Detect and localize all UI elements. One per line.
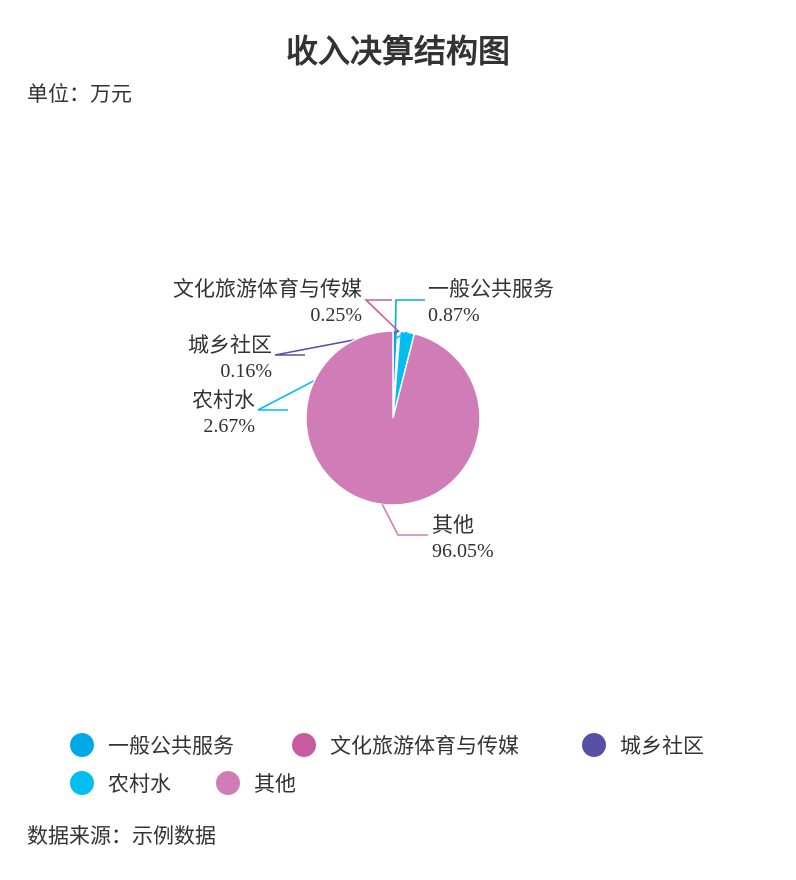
- legend-item-4[interactable]: 农村水: [70, 768, 171, 798]
- legend-label: 一般公共服务: [108, 734, 234, 758]
- unit-label: 单位：万元: [27, 82, 132, 106]
- legend-label: 农村水: [108, 772, 171, 796]
- legend-item-2[interactable]: 文化旅游体育与传媒: [292, 730, 519, 760]
- slice-label-percent-1: 0.87%: [428, 304, 480, 326]
- legend-item-1[interactable]: 一般公共服务: [70, 730, 234, 760]
- legend-label: 其他: [254, 772, 296, 796]
- legend-marker: [70, 733, 94, 757]
- leader-line-2: [364, 299, 399, 332]
- slice-label-percent-3: 0.16%: [220, 360, 272, 382]
- slice-label-name-2: 文化旅游体育与传媒: [173, 277, 362, 301]
- legend-item-5[interactable]: 其他: [216, 768, 296, 798]
- source-label: 数据来源：示例数据: [27, 824, 216, 848]
- legend-label: 城乡社区: [620, 734, 704, 758]
- slice-label-name-3: 城乡社区: [188, 333, 272, 357]
- chart-title: 收入决算结构图: [285, 32, 510, 70]
- legend-marker: [70, 771, 94, 795]
- legend-marker: [582, 733, 606, 757]
- legend-marker: [216, 771, 240, 795]
- slice-label-name-4: 农村水: [192, 388, 255, 412]
- leader-line-5: [381, 503, 428, 536]
- legend-marker: [292, 733, 316, 757]
- pie-slice-5[interactable]: [305, 330, 481, 506]
- slice-label-name-5: 其他: [432, 513, 474, 537]
- legend-label: 文化旅游体育与传媒: [330, 734, 519, 758]
- legend-item-3[interactable]: 城乡社区: [582, 730, 704, 760]
- slice-label-percent-2: 0.25%: [310, 304, 362, 326]
- slice-label-percent-4: 2.67%: [203, 415, 255, 437]
- leader-line-1: [394, 299, 425, 332]
- slice-label-percent-5: 96.05%: [432, 540, 494, 562]
- slice-label-name-1: 一般公共服务: [428, 277, 554, 301]
